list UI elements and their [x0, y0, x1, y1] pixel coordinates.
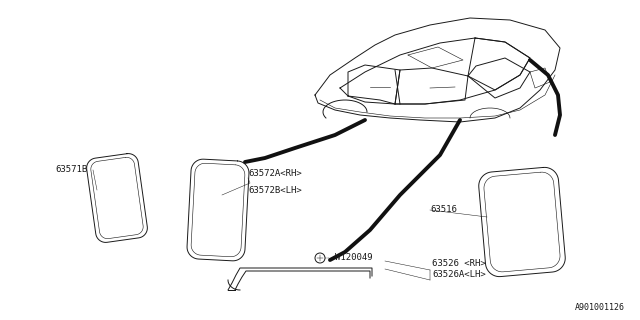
Text: 63572B<LH>: 63572B<LH>: [248, 186, 301, 195]
Text: 63526 <RH>: 63526 <RH>: [432, 259, 486, 268]
Text: 63516: 63516: [430, 205, 457, 214]
Text: 63526A<LH>: 63526A<LH>: [432, 270, 486, 279]
Text: W120049: W120049: [335, 253, 372, 262]
Text: A901001126: A901001126: [575, 303, 625, 312]
Text: 63572A<RH>: 63572A<RH>: [248, 169, 301, 178]
Text: 63571B: 63571B: [55, 165, 87, 174]
